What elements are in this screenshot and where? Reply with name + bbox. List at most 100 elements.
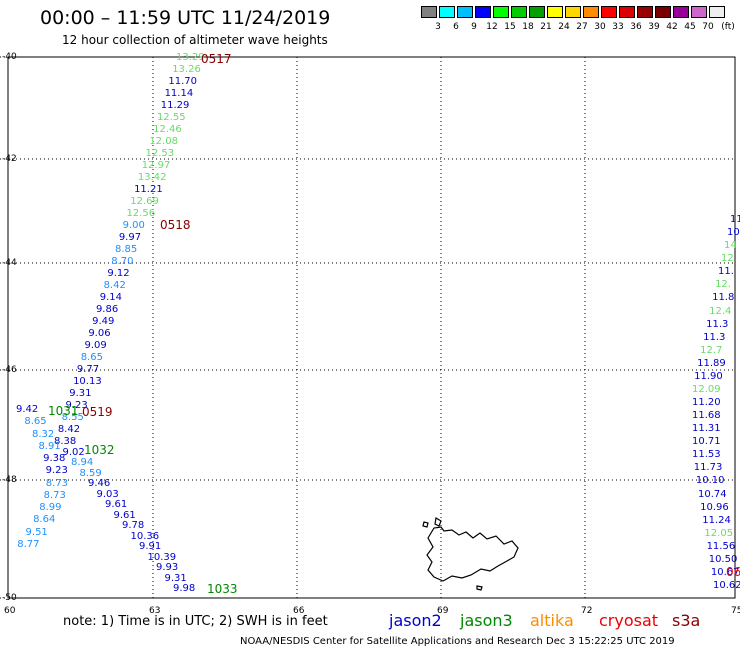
legend-swatch (673, 6, 689, 18)
page-title: 00:00 – 11:59 UTC 11/24/2019 (40, 7, 331, 29)
wave-height-value: 8.64 (33, 514, 56, 526)
legend-swatch (601, 6, 617, 18)
wave-height-value: 9.09 (84, 340, 107, 351)
wave-height-value: 9.23 (45, 465, 68, 477)
wave-height-value: 12 (721, 253, 734, 265)
wave-height-value: 11 (730, 214, 740, 225)
time-label: 0519 (82, 405, 113, 419)
wave-height-value: 9.38 (43, 453, 66, 465)
wave-height-value: 13.26 (172, 64, 201, 75)
island-outline (422, 517, 519, 591)
wave-height-value: 12.08 (149, 136, 178, 147)
legend-swatch (421, 6, 437, 18)
wave-height-value: 11.73 (693, 462, 723, 474)
legend-swatch (619, 6, 635, 18)
legend-label: 33 (612, 22, 624, 32)
lon-label: 75 (731, 606, 740, 616)
wave-height-value: 11.56 (706, 540, 736, 552)
legend-label: 21 (540, 22, 552, 32)
wave-height-value: 8.38 (54, 436, 77, 447)
wave-height-value: 9.23 (65, 400, 88, 411)
wave-height-value: 8.91 (38, 440, 61, 452)
time-label: 0518 (160, 218, 191, 232)
time-label: 06 (726, 565, 740, 579)
wave-height-value: 9.42 (16, 404, 39, 415)
wave-height-value: 8.65 (80, 352, 103, 363)
page-subtitle: 12 hour collection of altimeter wave hei… (62, 33, 328, 47)
legend-unit: (ft) (721, 22, 735, 32)
wave-height-value: 11.70 (168, 76, 198, 87)
graticule (0, 56, 735, 599)
lon-label: 63 (149, 606, 161, 616)
lon-label: 66 (293, 606, 305, 616)
wave-height-value: 10.50 (708, 553, 738, 565)
legend-label: 9 (471, 22, 477, 32)
wave-height-value: 8.94 (71, 457, 94, 468)
time-label: 1031 (48, 404, 79, 418)
legend-label: 30 (594, 22, 606, 32)
lon-label: 72 (581, 606, 593, 616)
wave-height-value: 14 (724, 240, 737, 252)
legend-swatch (691, 6, 707, 18)
wave-height-value: 9.03 (96, 488, 119, 500)
wave-height-value: 9.46 (88, 478, 111, 489)
wave-height-value: 9.51 (25, 526, 48, 538)
wave-height-value: 8.32 (32, 428, 55, 440)
wave-height-value: 9.00 (122, 220, 145, 231)
wave-height-value: 9.91 (139, 541, 162, 552)
wave-height-value: 12.7 (700, 344, 723, 356)
wave-height-value: 11.3 (703, 331, 726, 343)
wave-height-value: 8.77 (17, 539, 40, 550)
wave-height-value: 10.62 (713, 580, 740, 591)
wave-height-value: 9.77 (76, 364, 100, 375)
lat-label: -42 (2, 154, 17, 164)
map-frame (7, 56, 736, 599)
wave-height-value: 10.36 (130, 530, 160, 542)
wave-height-value: 12.53 (145, 148, 175, 159)
wave-height-value: 13.42 (137, 172, 167, 183)
wave-height-value: 10.13 (73, 376, 102, 387)
lon-label: 60 (4, 606, 16, 616)
satellite-name: cryosat (599, 611, 659, 630)
satellite-name: s3a (672, 611, 701, 630)
wave-height-value: 9.06 (88, 328, 111, 339)
wave-height-value: 11.89 (697, 357, 726, 369)
legend-label: 27 (576, 22, 588, 32)
wave-height-value: 10.71 (692, 436, 721, 448)
wave-height-value: 9.02 (62, 446, 85, 458)
legend-swatch (439, 6, 455, 18)
time-label: 1033 (207, 582, 238, 596)
wave-height-value: 12.05 (704, 527, 734, 539)
legend-swatch (709, 6, 725, 18)
wave-height-value: 11.20 (692, 397, 721, 408)
legend-swatch (511, 6, 527, 18)
time-label: 0517 (201, 52, 232, 66)
legend-label: 24 (558, 22, 570, 32)
wave-height-value: 12. (715, 279, 731, 291)
wave-height-value: 9.61 (105, 499, 128, 510)
footer-credit: NOAA/NESDIS Center for Satellite Applica… (240, 636, 675, 647)
legend-swatch (565, 6, 581, 18)
wave-height-value: 9.31 (164, 572, 187, 584)
legend-label: 36 (630, 22, 642, 32)
legend-swatch (475, 6, 491, 18)
wave-height-value: 8.42 (57, 424, 81, 435)
wave-height-value: 10.10 (695, 475, 725, 487)
wave-height-value: 8.85 (115, 244, 138, 255)
wave-height-value: 8.65 (24, 416, 47, 428)
wave-height-value: 9.78 (122, 520, 145, 531)
legend-label: 12 (486, 22, 498, 32)
wave-height-value: 12.56 (126, 208, 156, 219)
legend-swatch (583, 6, 599, 18)
footer-note: note: 1) Time is in UTC; 2) SWH is in fe… (63, 614, 328, 629)
lat-label: -40 (2, 52, 17, 62)
wave-height-value: 12.55 (156, 112, 186, 123)
satellite-name: jason3 (460, 611, 513, 630)
lat-label: -46 (2, 365, 17, 375)
wave-height-value: 13.29 (176, 52, 205, 63)
wave-height-value: 10 (727, 227, 740, 239)
legend-swatch (637, 6, 653, 18)
legend-label: 18 (522, 22, 534, 32)
